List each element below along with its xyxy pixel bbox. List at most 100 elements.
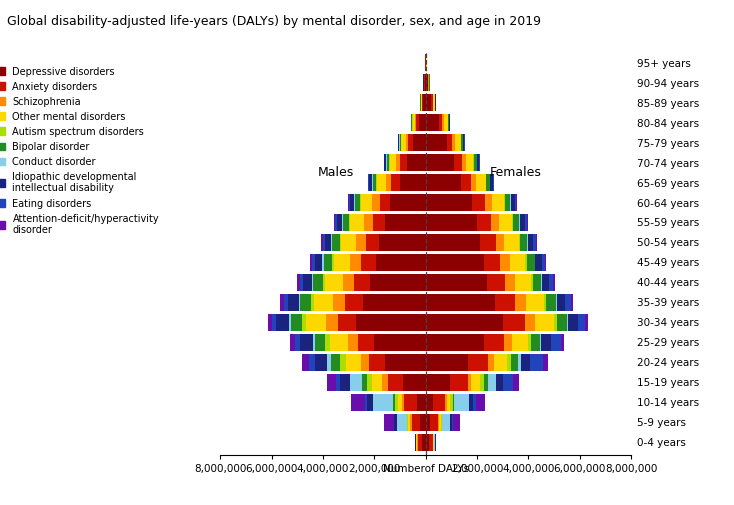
Bar xyxy=(528,234,534,250)
Bar xyxy=(442,414,450,431)
Bar xyxy=(513,214,520,231)
Bar xyxy=(426,334,484,350)
Bar xyxy=(525,214,527,231)
Bar xyxy=(561,334,564,350)
Bar xyxy=(426,94,431,111)
Bar xyxy=(399,134,401,150)
Bar xyxy=(412,414,420,431)
Bar xyxy=(426,374,450,391)
Bar xyxy=(420,414,426,431)
Bar xyxy=(426,174,461,191)
Bar xyxy=(426,155,454,171)
Bar xyxy=(454,394,468,411)
Bar xyxy=(412,114,413,131)
Bar xyxy=(520,214,525,231)
Bar xyxy=(394,414,397,431)
Bar xyxy=(471,374,480,391)
Bar xyxy=(313,274,323,291)
Bar xyxy=(313,294,333,311)
Bar xyxy=(338,314,357,331)
Bar xyxy=(379,194,390,211)
Bar xyxy=(454,414,460,431)
Bar xyxy=(493,174,494,191)
Bar xyxy=(426,274,487,291)
Bar xyxy=(553,314,556,331)
Bar xyxy=(447,394,450,411)
Bar xyxy=(533,274,541,291)
Bar xyxy=(416,114,418,131)
Bar xyxy=(557,294,565,311)
Bar xyxy=(424,94,426,111)
Bar xyxy=(542,334,551,350)
Bar xyxy=(289,314,291,331)
Bar xyxy=(585,314,588,331)
Bar xyxy=(408,134,413,150)
Bar xyxy=(367,374,372,391)
Bar xyxy=(343,274,355,291)
Bar xyxy=(511,355,518,371)
Bar xyxy=(276,314,289,331)
Bar xyxy=(343,214,349,231)
Bar xyxy=(333,294,345,311)
Bar xyxy=(302,274,312,291)
Bar xyxy=(295,334,300,350)
Bar xyxy=(507,355,511,371)
Bar xyxy=(494,355,507,371)
Bar xyxy=(384,414,393,431)
Bar xyxy=(268,314,272,331)
Bar xyxy=(426,234,481,250)
Bar xyxy=(332,234,340,250)
Bar xyxy=(325,274,343,291)
Bar xyxy=(326,314,338,331)
Bar xyxy=(372,194,379,211)
Bar xyxy=(272,314,276,331)
Bar xyxy=(504,274,515,291)
Bar xyxy=(521,355,531,371)
Bar xyxy=(531,355,543,371)
Bar xyxy=(543,355,548,371)
Bar xyxy=(461,174,471,191)
Bar xyxy=(433,394,446,411)
Bar xyxy=(518,355,521,371)
Bar xyxy=(334,255,350,271)
Bar xyxy=(503,314,525,331)
Bar xyxy=(323,274,325,291)
Bar xyxy=(403,374,426,391)
Bar xyxy=(357,234,366,250)
Bar xyxy=(431,94,432,111)
Bar xyxy=(512,334,528,350)
Bar xyxy=(488,355,494,371)
Bar xyxy=(299,274,302,291)
Bar xyxy=(348,194,349,211)
Bar xyxy=(452,414,454,431)
Bar xyxy=(335,214,337,231)
Bar xyxy=(387,155,390,171)
Text: Global disability-adjusted life-years (DALYs) by mental disorder, sex, and age i: Global disability-adjusted life-years (D… xyxy=(7,15,542,28)
Bar xyxy=(476,394,485,411)
Bar xyxy=(426,314,503,331)
Bar xyxy=(379,234,426,250)
Bar xyxy=(388,374,403,391)
Bar xyxy=(327,374,335,391)
Bar xyxy=(382,374,388,391)
Bar xyxy=(333,255,334,271)
Bar xyxy=(406,134,408,150)
Bar xyxy=(462,155,466,171)
Bar xyxy=(520,234,527,250)
Bar xyxy=(542,255,545,271)
Bar xyxy=(553,274,555,291)
Bar xyxy=(484,255,500,271)
Bar xyxy=(299,294,300,311)
Bar xyxy=(515,194,517,211)
Bar xyxy=(284,294,288,311)
Bar xyxy=(528,334,531,350)
Bar xyxy=(415,434,416,450)
Bar xyxy=(535,255,542,271)
Bar xyxy=(426,134,446,150)
Bar xyxy=(450,414,452,431)
Bar xyxy=(309,355,315,371)
Bar xyxy=(331,234,332,250)
Bar xyxy=(468,374,471,391)
Bar xyxy=(477,214,491,231)
Bar xyxy=(401,134,406,150)
